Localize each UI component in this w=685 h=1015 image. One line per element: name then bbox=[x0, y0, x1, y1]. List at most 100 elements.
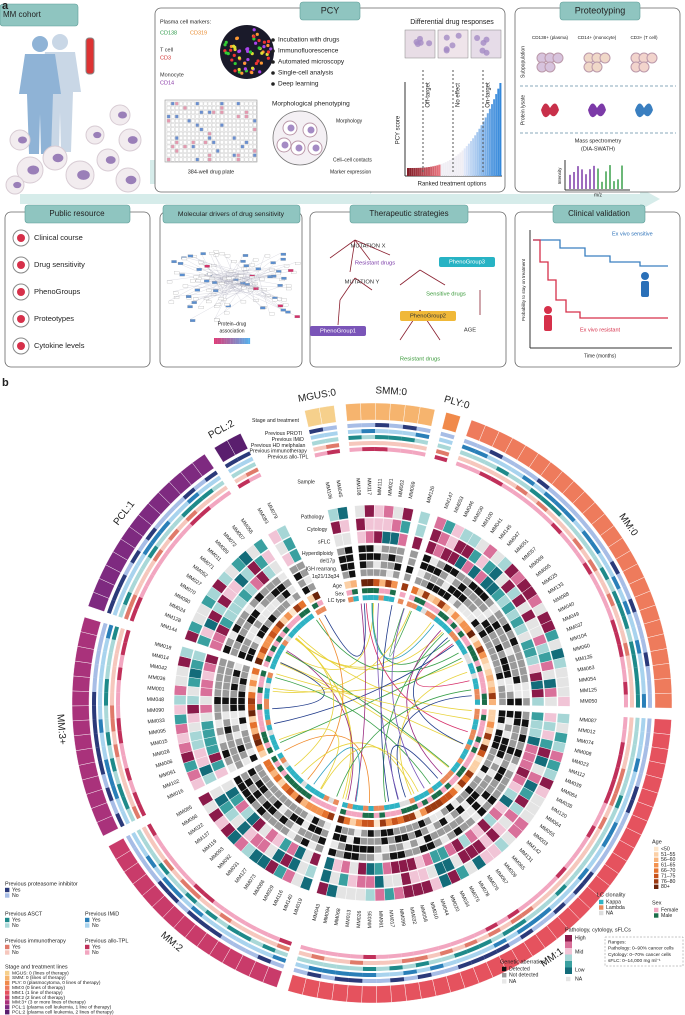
lc-cell bbox=[278, 643, 286, 652]
network-edge bbox=[200, 252, 222, 291]
fluorescent-cell bbox=[266, 39, 271, 44]
sex-cell bbox=[395, 809, 403, 816]
lc-cell bbox=[470, 729, 477, 736]
stage-cell bbox=[650, 648, 670, 666]
heat-cell bbox=[365, 875, 376, 889]
treatment-cell bbox=[349, 447, 363, 452]
genetic-cell bbox=[366, 853, 375, 862]
plate-well bbox=[224, 140, 228, 145]
fluorescent-cell bbox=[262, 40, 266, 44]
treatment-cell bbox=[157, 880, 170, 894]
fluorescent-cell bbox=[224, 40, 228, 44]
sample-label: MM106 bbox=[324, 482, 333, 500]
genetic-cell bbox=[366, 845, 375, 854]
plate-well bbox=[252, 149, 257, 153]
genetic-cell bbox=[498, 709, 507, 718]
zoom-nucleus bbox=[307, 126, 315, 134]
treatment-cell bbox=[549, 504, 563, 517]
genetic-cell bbox=[373, 829, 381, 838]
treatment-cell bbox=[490, 476, 504, 487]
treatment-cell bbox=[626, 730, 633, 744]
network-node bbox=[187, 254, 194, 258]
plate-well bbox=[228, 127, 232, 132]
plate-well bbox=[183, 101, 187, 106]
age-cell bbox=[261, 640, 271, 650]
nucleus bbox=[18, 136, 27, 144]
treatment-cell bbox=[628, 641, 636, 656]
lc-cell bbox=[410, 603, 418, 610]
network-node bbox=[182, 284, 189, 288]
treatment-cell bbox=[361, 429, 376, 434]
treatment-cell bbox=[553, 500, 567, 513]
heat-cell bbox=[530, 680, 544, 690]
lc-cell bbox=[367, 595, 374, 601]
treatment-cell bbox=[118, 603, 127, 618]
lc-cell bbox=[318, 792, 326, 800]
tab-title: MM cohort bbox=[3, 10, 42, 19]
plate-well bbox=[203, 127, 208, 132]
treatment-cell bbox=[105, 665, 111, 680]
age-cell bbox=[461, 774, 471, 784]
plate-well bbox=[248, 140, 253, 145]
sex-cell bbox=[263, 660, 270, 668]
treatment-cell bbox=[172, 514, 185, 528]
treatment-cell bbox=[499, 920, 513, 931]
plate-well bbox=[166, 119, 171, 123]
treatment-cell bbox=[576, 849, 588, 863]
treatment-cell bbox=[293, 967, 308, 976]
chord bbox=[399, 671, 468, 796]
treatment-cell bbox=[468, 950, 483, 959]
network-node bbox=[280, 308, 286, 312]
treatment-cell bbox=[171, 868, 183, 882]
treatment-cell bbox=[571, 846, 583, 860]
track-label: Age bbox=[333, 584, 342, 590]
sex-cell bbox=[257, 709, 263, 716]
treatment-cell bbox=[212, 900, 225, 911]
sex-cell bbox=[287, 777, 296, 786]
network-node bbox=[224, 303, 230, 306]
legend-swatch bbox=[85, 923, 90, 928]
treatment-cell bbox=[105, 731, 112, 746]
network-node bbox=[240, 300, 247, 304]
lc-cell bbox=[346, 803, 354, 810]
marker-label: CD3 bbox=[160, 55, 171, 61]
feature-label: Morphology bbox=[336, 118, 363, 124]
treatment-cell bbox=[244, 921, 258, 931]
genetic-cell bbox=[497, 716, 506, 724]
legend-label: NA bbox=[606, 910, 614, 916]
legend-title: Previous proteasome inhibitor bbox=[5, 881, 78, 887]
chord bbox=[391, 608, 425, 789]
plate-well bbox=[199, 106, 204, 110]
treatment-cell bbox=[550, 522, 563, 535]
plate-well bbox=[203, 114, 208, 119]
sex-cell bbox=[339, 808, 347, 815]
treatment-cell bbox=[98, 678, 104, 693]
sex-cell bbox=[258, 681, 264, 688]
plate-well bbox=[244, 131, 249, 136]
genetic-cell bbox=[336, 547, 346, 557]
sex-cell bbox=[462, 761, 470, 769]
plate-well bbox=[216, 119, 220, 123]
plate-well bbox=[244, 144, 249, 149]
plate-well bbox=[252, 101, 257, 106]
tab-title: Public resource bbox=[49, 209, 105, 218]
fluorescent-cell bbox=[233, 45, 237, 50]
genetic-cell bbox=[231, 724, 241, 733]
lc-cell bbox=[362, 805, 369, 811]
plate-well bbox=[166, 136, 171, 140]
clinical-box bbox=[514, 211, 681, 368]
x-axis-label: Ranked treatment options bbox=[418, 182, 487, 188]
plate-well bbox=[179, 101, 183, 106]
plate-well bbox=[228, 110, 232, 115]
age-cell bbox=[253, 738, 263, 747]
plate-well bbox=[199, 157, 204, 162]
treatment-cell bbox=[464, 939, 478, 948]
legend-swatch bbox=[5, 923, 10, 928]
legend-gradient bbox=[241, 338, 243, 344]
age-cell bbox=[466, 629, 476, 639]
sample-label: MM090 bbox=[147, 708, 165, 715]
treatment-cell bbox=[547, 486, 561, 499]
treatment-cell bbox=[546, 875, 559, 888]
treatment-cell bbox=[348, 435, 362, 441]
sample-label: MM095 bbox=[148, 728, 166, 736]
